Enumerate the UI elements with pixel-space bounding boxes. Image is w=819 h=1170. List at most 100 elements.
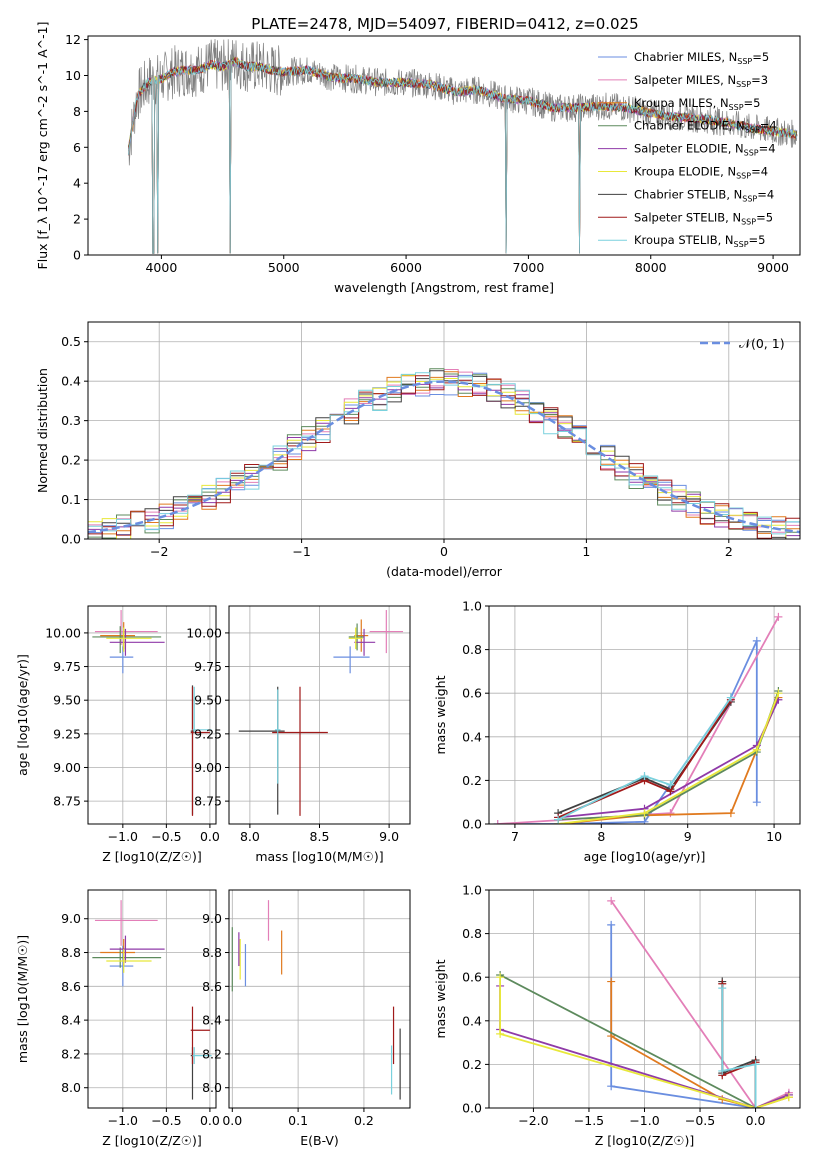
- data-marker: [718, 984, 727, 993]
- mass-weight-line: [499, 977, 790, 1108]
- x-tick-label: 10: [766, 829, 782, 844]
- data-marker: [666, 780, 675, 789]
- data-marker: [607, 920, 616, 929]
- errorbar-point: [192, 686, 212, 733]
- data-marker: [774, 612, 783, 621]
- data-marker: [640, 772, 649, 781]
- y-tick-label: 8.0: [61, 1080, 81, 1095]
- errorbar-point: [348, 623, 365, 651]
- histogram-step-line: [88, 375, 800, 539]
- plot-area: [231, 900, 401, 1100]
- data-marker: [607, 977, 616, 986]
- y-tick-label: 0.4: [61, 374, 81, 389]
- y-tick-label: 8.6: [202, 979, 222, 994]
- plot-area: [493, 612, 783, 824]
- y-tick-label: 9.25: [53, 726, 81, 741]
- errorbar-point: [92, 626, 162, 654]
- legend-label: Chabrier STELIB, NSSP=4: [634, 187, 774, 203]
- mass-weight-line: [557, 697, 732, 821]
- y-tick-label: 0.4: [462, 1013, 482, 1028]
- spectrum-legend: Chabrier MILES, NSSP=5 Salpeter MILES, NS…: [598, 50, 777, 249]
- data-marker: [493, 820, 502, 824]
- y-tick-label: 0: [73, 248, 81, 263]
- legend-label: Kroupa ELODIE, NSSP=4: [634, 165, 768, 181]
- x-tick-label: 9: [684, 829, 692, 844]
- x-tick-label: −0.5: [685, 1113, 715, 1128]
- mass-weight-line: [497, 640, 758, 824]
- y-axis-label: Normed distribution: [35, 368, 50, 493]
- figure-title: PLATE=2478, MJD=54097, FIBERID=0412, z=0…: [251, 15, 638, 33]
- y-tick-label: 0.4: [462, 729, 482, 744]
- mass-vs-ebv-panel: 0.0 0.1 0.2 8.0 8.2 8.4 8.6 8.8 9.0 E(B-V): [202, 889, 411, 1148]
- data-marker: [752, 636, 761, 645]
- spectrum-panel: Chabrier MILES, NSSP=5 Salpeter MILES, NS…: [35, 22, 801, 295]
- y-tick-label: 8.75: [53, 794, 81, 809]
- data-marker: [718, 1066, 727, 1075]
- errorbar-point: [109, 945, 134, 987]
- mass-vs-Z-panel: −1.0 −0.5 0.0 8.0 8.2 8.4 8.6 8.8 9.0 Z [log10(Z/…: [15, 889, 220, 1148]
- x-tick-label: 0.0: [200, 829, 220, 844]
- y-tick-label: 8.6: [61, 979, 81, 994]
- x-tick-label: 0.0: [200, 1113, 220, 1128]
- y-axis-label: age [log10(age/yr)]: [15, 654, 30, 776]
- y-tick-label: 9.0: [202, 911, 222, 926]
- y-tick-label: 4: [73, 176, 81, 191]
- x-tick-label: 4000: [145, 260, 177, 275]
- plot-area: [496, 896, 793, 1108]
- y-tick-label: 8.2: [61, 1046, 81, 1061]
- y-tick-label: 10.00: [45, 625, 81, 640]
- y-tick-label: 0.3: [61, 413, 81, 428]
- errorbar-point: [100, 622, 136, 650]
- x-axis-label: age [log10(age/yr)]: [584, 849, 706, 864]
- errorbar-point: [190, 1006, 210, 1065]
- y-tick-label: 8: [73, 104, 81, 119]
- mass-weight-line: [558, 697, 780, 824]
- x-tick-label: 2: [725, 544, 733, 559]
- mass-weight-line: [557, 692, 780, 824]
- data-marker: [774, 689, 783, 698]
- y-tick-label: 0.8: [462, 926, 482, 941]
- x-tick-label: 8: [597, 829, 605, 844]
- mass-weight-line: [721, 983, 757, 1108]
- x-axis-label: mass [log10(M/M☉)]: [255, 849, 383, 864]
- mass-weight-line: [557, 699, 732, 819]
- x-axis-label: Z [log10(Z/Z☉)]: [102, 849, 202, 864]
- data-marker: [496, 973, 505, 982]
- errorbar-point: [354, 628, 376, 656]
- legend-label: Salpeter STELIB, NSSP=5: [634, 210, 773, 226]
- age-vs-mass-panel: 8.0 8.5 9.0 8.75 9.00 9.25 9.50 9.75 10.00 mass […: [186, 605, 411, 864]
- errorbar-point: [333, 646, 370, 674]
- y-axis-label: mass weight: [433, 675, 448, 754]
- plot-area: [92, 610, 212, 816]
- mass-weight-line: [497, 616, 780, 824]
- x-axis-label: wavelength [Angstrom, rest frame]: [334, 280, 554, 295]
- data-marker: [751, 1104, 760, 1108]
- x-tick-label: 0.2: [354, 1113, 374, 1128]
- data-marker: [607, 1082, 616, 1091]
- errorbar-point: [272, 686, 328, 816]
- x-tick-label: 5000: [268, 260, 300, 275]
- axes-frame: [228, 889, 411, 1109]
- errorbar-point: [92, 947, 162, 968]
- y-tick-label: 8.8: [61, 945, 81, 960]
- x-tick-label: −0.5: [151, 1113, 181, 1128]
- legend-label: Kroupa STELIB, NSSP=5: [634, 233, 765, 249]
- y-tick-label: 12: [65, 32, 81, 47]
- y-tick-label: 9.50: [53, 693, 81, 708]
- errorbar-point: [94, 900, 158, 946]
- errorbar-point: [109, 646, 134, 674]
- y-tick-label: 0.2: [462, 773, 482, 788]
- plot-area: [238, 610, 404, 816]
- y-tick-label: 8.8: [202, 945, 222, 960]
- residual-histogram-panel: 𝒩(0, 1) −2 −1 0 1 2 0.0 0.1 0.2 0.3 0.4 0.5 (data-mo…: [35, 321, 801, 579]
- x-tick-label: 8000: [635, 260, 667, 275]
- y-tick-label: 10: [65, 68, 81, 83]
- errorbar-point: [274, 689, 281, 784]
- errorbar-point: [94, 610, 158, 646]
- legend-label: Salpeter ELODIE, NSSP=4: [634, 142, 776, 158]
- data-marker: [554, 815, 563, 824]
- y-axis-label: Flux [f_λ 10^-17 erg cm^-2 s^-1 A^-1]: [35, 22, 50, 270]
- y-tick-label: 9.00: [53, 760, 81, 775]
- errorbar-point: [369, 610, 404, 654]
- plot-area: [92, 900, 212, 1100]
